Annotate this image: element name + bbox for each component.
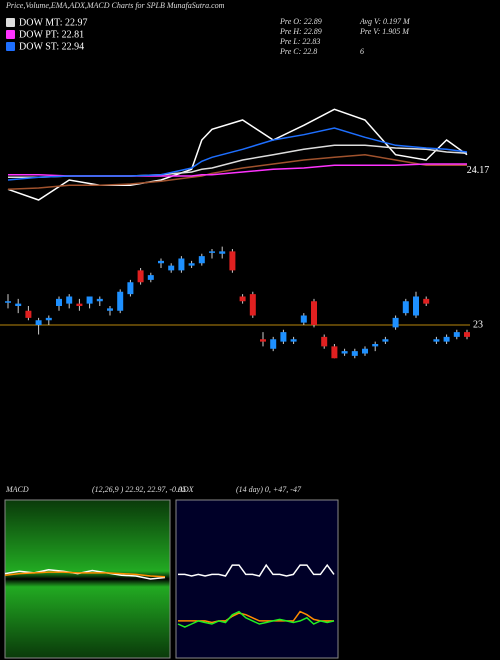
candle-body — [127, 282, 134, 295]
candle-body — [178, 258, 185, 271]
candle-body — [443, 336, 450, 342]
series-line — [7, 108, 468, 201]
candle-body — [413, 296, 419, 316]
candle-body — [219, 251, 226, 254]
candle-body — [117, 291, 124, 311]
candle-body — [45, 317, 52, 321]
candle-body — [25, 310, 32, 318]
candle-body — [300, 315, 307, 323]
page-title: Price,Volume,EMA,ADX,MACD Charts for SPL… — [5, 1, 225, 10]
info: 6 — [360, 47, 364, 56]
candle-body — [453, 332, 460, 337]
info: Pre C: 22.8 — [279, 47, 317, 56]
series-line — [4, 571, 166, 578]
candle-body — [372, 344, 379, 347]
candle-body — [158, 260, 164, 264]
candle-body — [239, 296, 246, 302]
series-line — [178, 563, 335, 577]
candle-body — [229, 251, 236, 271]
candle-body — [270, 339, 277, 349]
candle-body — [341, 351, 348, 354]
candle-body — [66, 296, 73, 304]
candle-body — [249, 294, 256, 316]
adx-subtitle: (14 day) 0, +47, -47 — [236, 485, 302, 494]
candle-body — [392, 317, 399, 328]
series-line — [178, 610, 334, 624]
legend-swatch — [6, 42, 15, 51]
info: Avg V: 0.197 M — [359, 17, 411, 26]
candle-body — [433, 339, 440, 342]
candle-body — [76, 303, 83, 306]
series-line — [177, 610, 335, 628]
y-tick-label: 24.17 — [467, 165, 490, 176]
candle-body — [362, 348, 368, 354]
series-line — [7, 127, 468, 181]
candle-body — [321, 336, 328, 347]
legend-swatch — [6, 18, 15, 27]
macd-subtitle: (12,26,9 ) 22.92, 22.97, -0.05 — [92, 485, 186, 494]
candle-body — [107, 308, 113, 311]
candle-body — [280, 332, 287, 342]
candle-body — [382, 339, 389, 342]
macd-title: MACD — [5, 485, 29, 494]
candle-body — [423, 298, 430, 304]
y-tick-label: 23 — [473, 319, 483, 330]
candle-body — [96, 298, 103, 302]
info: Pre H: 22.89 — [279, 27, 322, 36]
candle-body — [209, 251, 215, 253]
candle-body — [260, 339, 266, 342]
legend-label: DOW PT: 22.81 — [19, 29, 84, 40]
candle-body — [198, 256, 205, 264]
candle-body — [56, 298, 62, 306]
info: Pre L: 22.83 — [279, 37, 320, 46]
legend-label: DOW ST: 22.94 — [19, 41, 84, 52]
candle-body — [86, 296, 93, 304]
candle-body — [351, 351, 358, 356]
candle-body — [5, 301, 11, 303]
candle-body — [188, 263, 195, 266]
candle-body — [464, 332, 470, 337]
candle-body — [15, 303, 22, 306]
candle-body — [311, 301, 317, 325]
macd-panel — [4, 499, 171, 659]
candle-body — [290, 339, 297, 342]
candle-body — [35, 320, 42, 325]
candle-body — [137, 270, 144, 283]
adx-title: ADX — [177, 485, 195, 494]
legend-swatch — [6, 30, 15, 39]
candle-body — [147, 275, 154, 280]
legend-label: DOW MT: 22.97 — [19, 17, 87, 28]
candle-body — [168, 265, 175, 271]
adx-panel — [175, 499, 339, 659]
candle-body — [331, 346, 338, 359]
info: Pre V: 1.905 M — [359, 27, 410, 36]
series-line — [8, 163, 467, 177]
candle-body — [402, 301, 409, 314]
info: Pre O: 22.89 — [279, 17, 322, 26]
series-line — [7, 153, 467, 191]
